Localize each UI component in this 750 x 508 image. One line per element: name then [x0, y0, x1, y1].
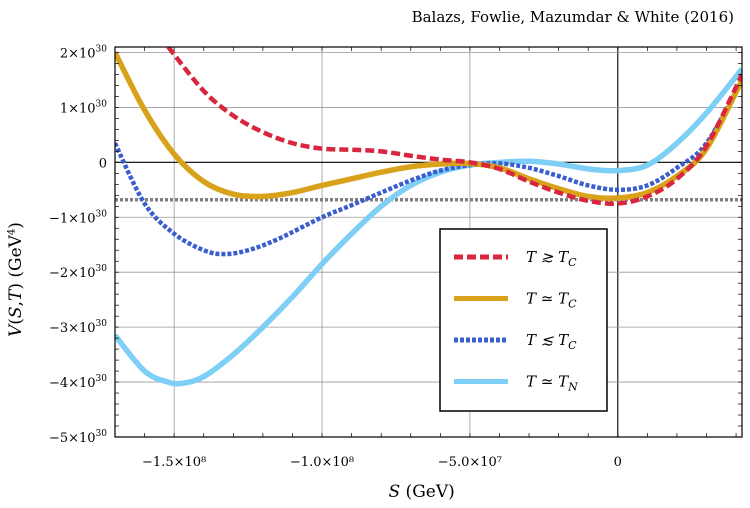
- grid: [115, 47, 742, 438]
- y-tick-label: −1×1030: [49, 209, 107, 226]
- legend-label: T ≲ TC: [526, 331, 577, 352]
- legend-label: T ≃ TN: [526, 373, 578, 394]
- axis-ticks: −1.5×10⁸ −1.0×10⁸ −5.0×10⁷ 0 2×1030 1×1030 0 −1…: [49, 44, 742, 470]
- y-tick-label: 2×1030: [60, 44, 107, 61]
- series-lines: [115, 47, 742, 387]
- x-tick-label: −1.0×10⁸: [290, 455, 354, 470]
- plot-frame: [114, 46, 743, 438]
- x-axis-label: S (GeV): [388, 482, 455, 502]
- series-line-2: [115, 78, 742, 257]
- y-tick-label: −5×1030: [49, 429, 107, 446]
- legend-label: T ≃ TC: [526, 290, 577, 311]
- y-tick-label: 1×1030: [60, 99, 107, 116]
- series-line-3: [115, 67, 742, 387]
- legend: T ≳ TC T ≃ TC T ≲ TC T ≃ TN: [439, 228, 608, 412]
- y-tick-label: 0: [99, 156, 107, 171]
- x-tick-label: −5.0×10⁷: [438, 455, 502, 470]
- y-tick-label: −3×1030: [49, 319, 107, 336]
- credit-text: Balazs, Fowlie, Mazumdar & White (2016): [411, 8, 734, 26]
- y-tick-label: −4×1030: [49, 374, 107, 391]
- x-tick-label: −1.5×10⁸: [142, 455, 206, 470]
- series-line-1: [115, 51, 742, 202]
- y-tick-label: −2×1030: [49, 264, 107, 281]
- legend-label: T ≳ TC: [526, 248, 577, 269]
- x-tick-label: 0: [614, 455, 622, 470]
- y-axis-label: V(S,T) (GeV4): [6, 222, 26, 337]
- series-line-0: [166, 47, 742, 206]
